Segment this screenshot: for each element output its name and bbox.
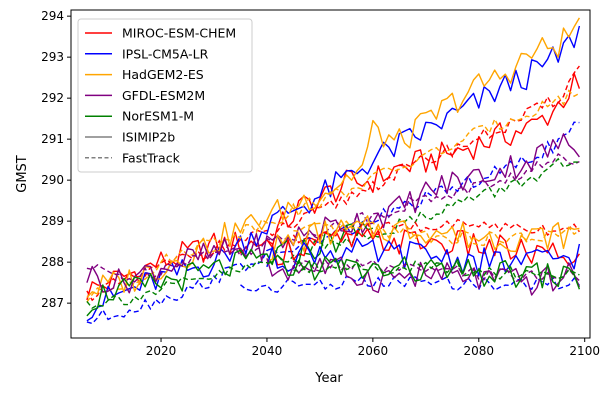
- line-fasttrack-gfdl-esm2m: [86, 153, 580, 283]
- y-tick-label: 287: [41, 296, 64, 310]
- line-isimip-gfdl-esm2m-rcp2-6: [266, 256, 581, 296]
- y-tick-label: 288: [41, 255, 64, 269]
- legend: MIROC-ESM-CHEM IPSL-CM5A-LR HadGEM2-ES GFDL…: [77, 18, 253, 173]
- line-fasttrack-noresm1-m: [86, 157, 580, 310]
- legend-label: HadGEM2-ES: [122, 67, 204, 82]
- legend-box: [77, 18, 253, 173]
- line-isimip-hadgem2-es: [86, 17, 581, 298]
- axes: 2020 2040 2060 2080 2100 287 288 289 290 291 292 29…: [41, 9, 600, 358]
- legend-label: FastTrack: [122, 150, 181, 165]
- y-tick-label: 290: [41, 173, 64, 187]
- line-isimip-ipsl-cm5a-lr-rcp2-6: [266, 237, 581, 277]
- y-axis-label: GMST: [15, 155, 30, 193]
- line-isimip-miroc-esm-chem: [86, 72, 581, 301]
- y-tick-label: 292: [41, 91, 64, 105]
- line-fasttrack-ipsl-cm5a-lr: [86, 121, 580, 325]
- y-tick-label: 291: [41, 132, 64, 146]
- x-tick-label: 2060: [358, 344, 389, 358]
- x-tick-label: 2080: [464, 344, 495, 358]
- legend-label: IPSL-CM5A-LR: [122, 46, 209, 61]
- line-fasttrack-ipsl-cm5a-lr-rcp2-6: [240, 274, 580, 293]
- series-lines: [86, 17, 581, 325]
- y-tick-label: 293: [41, 50, 64, 64]
- y-tick-label: 289: [41, 214, 64, 228]
- line-fasttrack-miroc-esm-chem-rcp2-6: [292, 218, 580, 244]
- line-isimip-hadgem2-es-rcp2-6: [266, 215, 580, 262]
- legend-label: ISIMIP2b: [122, 130, 175, 145]
- line-fasttrack-gfdl-esm2m-rcp2-6: [292, 257, 580, 283]
- x-tick-label: 2040: [252, 344, 283, 358]
- x-tick-label: 2100: [569, 344, 600, 358]
- line-isimip-gfdl-esm2m: [86, 133, 580, 294]
- legend-label: GFDL-ESM2M: [122, 88, 205, 103]
- x-tick-label: 2020: [146, 344, 177, 358]
- legend-label: MIROC-ESM-CHEM: [122, 26, 236, 41]
- line-isimip-noresm1-m-rcp2-6: [266, 254, 581, 290]
- legend-label: NorESM1-M: [122, 109, 194, 124]
- line-fasttrack-hadgem2-es-rcp2-6: [293, 220, 580, 247]
- line-fasttrack-miroc-esm-chem: [86, 65, 580, 302]
- line-fasttrack-noresm1-m-rcp2-6: [293, 257, 580, 281]
- y-tick-label: 294: [41, 9, 64, 23]
- line-fasttrack-hadgem2-es: [86, 89, 580, 303]
- x-axis-label: Year: [314, 371, 343, 386]
- plot-frame: [70, 9, 591, 339]
